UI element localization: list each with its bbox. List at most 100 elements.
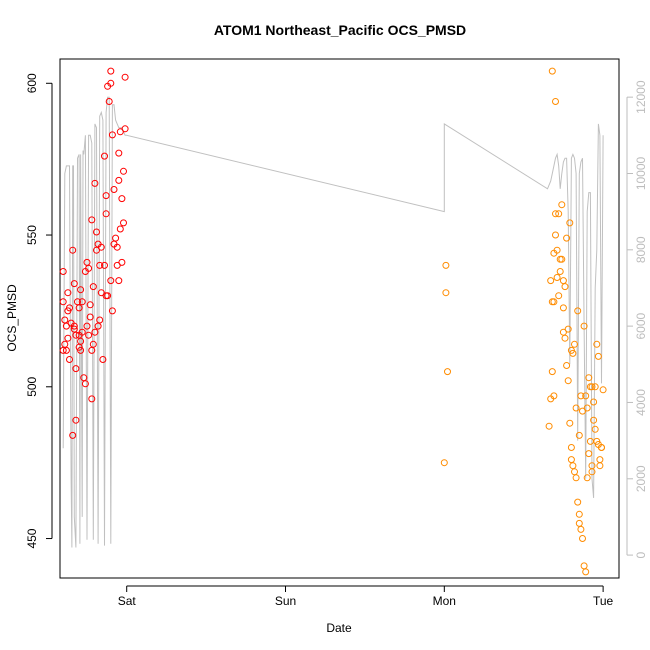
data-point-series-1 — [110, 186, 118, 193]
data-point-series-1 — [70, 322, 78, 330]
data-point-series-1 — [61, 340, 69, 348]
data-point-series-2 — [553, 246, 561, 254]
data-point-series-1 — [70, 325, 78, 333]
data-point-series-2 — [555, 210, 563, 218]
data-point-series-2 — [594, 352, 602, 360]
data-point-series-2 — [599, 386, 607, 394]
y2-tick-label: 4000 — [634, 389, 648, 416]
data-point-series-1 — [96, 316, 104, 324]
data-point-series-1 — [101, 261, 108, 269]
data-point-series-1 — [83, 322, 91, 330]
y2-tick-label: 8000 — [634, 236, 648, 263]
data-point-series-1 — [64, 334, 72, 342]
x-tick-label: Sun — [275, 594, 296, 608]
data-point-series-1 — [86, 301, 94, 309]
data-point-series-2 — [563, 234, 571, 242]
data-point-series-1 — [93, 228, 100, 236]
data-point-series-1 — [75, 304, 83, 312]
data-point-series-2 — [545, 422, 553, 430]
data-point-series-2 — [582, 568, 590, 576]
y-tick-label: 550 — [25, 225, 39, 245]
data-point-series-2 — [590, 416, 598, 424]
data-point-series-1 — [112, 234, 120, 242]
y2-tick-label: 12000 — [634, 80, 648, 114]
data-point-series-2 — [596, 462, 604, 470]
x-tick-label: Mon — [433, 594, 456, 608]
data-point-series-1 — [72, 416, 80, 424]
y2-tick-label: 6000 — [634, 312, 648, 339]
y-axis-label: OCS_PMSD — [5, 284, 19, 352]
data-point-series-2 — [588, 468, 596, 476]
data-point-series-1 — [96, 261, 104, 269]
data-point-series-2 — [561, 283, 569, 291]
data-point-series-2 — [564, 325, 572, 333]
data-point-series-1 — [94, 322, 102, 330]
data-point-series-2 — [547, 277, 555, 285]
plot-frame — [59, 58, 620, 579]
data-point-series-2 — [585, 374, 593, 382]
data-point-series-2 — [566, 219, 574, 227]
data-point-series-2 — [548, 368, 556, 376]
data-point-series-2 — [552, 231, 559, 239]
data-point-series-1 — [66, 356, 73, 363]
data-point-series-1 — [64, 289, 72, 297]
depth-line-layer — [62, 96, 604, 548]
data-point-series-1 — [115, 176, 123, 184]
data-point-series-1 — [70, 280, 78, 288]
data-point-series-2 — [583, 404, 591, 412]
data-point-series-2 — [561, 334, 569, 342]
data-point-series-1 — [86, 313, 94, 321]
data-point-series-2 — [444, 368, 451, 376]
data-point-series-2 — [556, 268, 564, 275]
data-point-series-1 — [108, 131, 116, 139]
data-point-series-2 — [580, 562, 588, 570]
y2-tick-label: 2000 — [634, 465, 648, 492]
data-point-series-2 — [572, 404, 580, 412]
data-point-series-2 — [440, 459, 448, 467]
data-point-series-2 — [548, 67, 556, 75]
data-point-series-2 — [442, 261, 450, 269]
data-point-series-1 — [91, 328, 99, 336]
data-point-series-2 — [552, 98, 559, 105]
data-point-series-1 — [69, 431, 77, 439]
data-point-series-2 — [550, 298, 558, 306]
data-point-series-2 — [571, 468, 578, 476]
data-point-series-1 — [88, 216, 96, 224]
data-point-series-1 — [59, 268, 67, 275]
data-point-series-1 — [62, 322, 70, 330]
data-point-series-2 — [552, 210, 559, 218]
data-point-series-1 — [61, 316, 69, 324]
data-point-series-2 — [588, 383, 596, 391]
y-axis-left: 450 500 550 600 — [25, 73, 53, 549]
data-point-series-2 — [563, 362, 571, 369]
data-point-series-1 — [69, 246, 77, 254]
data-point-series-1 — [83, 258, 91, 266]
data-point-series-1 — [77, 337, 85, 345]
data-point-series-1 — [59, 346, 67, 354]
data-point-series-2 — [567, 456, 575, 464]
x-axis: Sat Sun Mon Tue — [118, 585, 614, 608]
data-point-series-2 — [574, 307, 582, 315]
y-axis-right: 0 2000 4000 6000 8000 10000 12000 — [626, 80, 648, 558]
data-point-series-1 — [120, 167, 127, 175]
data-point-series-1 — [88, 395, 96, 403]
data-point-series-1 — [78, 298, 86, 306]
data-point-series-1 — [115, 149, 123, 157]
data-point-series-1 — [91, 179, 99, 187]
data-point-series-2 — [553, 274, 561, 281]
data-point-series-1 — [118, 258, 126, 266]
data-point-series-1 — [59, 298, 67, 306]
data-point-series-1 — [66, 304, 73, 312]
data-point-series-1 — [102, 210, 110, 218]
data-point-series-2 — [574, 498, 582, 506]
data-point-series-2 — [580, 322, 588, 330]
data-point-series-2 — [577, 525, 585, 533]
data-point-series-2 — [566, 419, 574, 427]
data-point-series-2 — [593, 340, 601, 348]
data-point-series-2 — [577, 392, 585, 400]
data-point-series-1 — [78, 328, 86, 336]
data-point-series-1 — [62, 346, 70, 354]
data-point-series-2 — [596, 456, 604, 464]
data-point-series-2 — [555, 292, 563, 300]
data-point-series-2 — [575, 519, 583, 527]
